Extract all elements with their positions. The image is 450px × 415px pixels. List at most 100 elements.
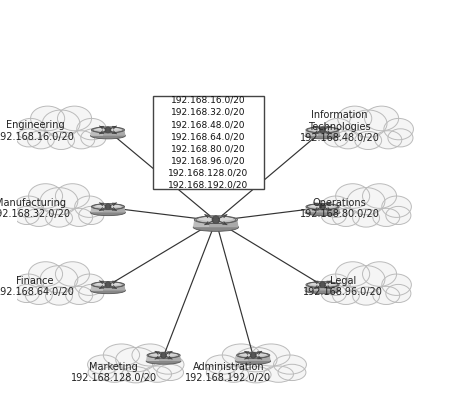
Ellipse shape [91,127,125,133]
Ellipse shape [363,184,396,208]
Ellipse shape [235,347,277,372]
Circle shape [250,352,256,358]
Ellipse shape [306,282,339,288]
Ellipse shape [218,353,263,376]
Ellipse shape [91,204,125,210]
Polygon shape [193,220,209,227]
Ellipse shape [362,116,403,142]
Ellipse shape [122,366,150,383]
Ellipse shape [32,112,90,149]
Ellipse shape [333,116,374,142]
Text: Operations
192.168.80.0/20: Operations 192.168.80.0/20 [300,198,379,219]
Ellipse shape [79,206,104,225]
Ellipse shape [382,196,411,217]
Circle shape [161,352,166,358]
Ellipse shape [236,358,270,364]
Text: Engineering
192.168.16.0/20: Engineering 192.168.16.0/20 [0,120,75,142]
Ellipse shape [19,200,54,222]
Ellipse shape [363,262,396,286]
Ellipse shape [353,209,379,227]
Ellipse shape [384,118,414,140]
Ellipse shape [30,190,88,227]
Ellipse shape [194,216,238,224]
Ellipse shape [374,122,408,145]
Ellipse shape [19,278,54,300]
Ellipse shape [40,266,78,293]
Ellipse shape [323,118,352,140]
Ellipse shape [305,209,340,216]
Text: Information
Technologies
192.168.48.0/20: Information Technologies 192.168.48.0/20 [300,110,379,143]
Ellipse shape [355,132,382,149]
Text: Marketing
192.168.128.0/20: Marketing 192.168.128.0/20 [71,362,157,383]
Ellipse shape [347,266,385,293]
Text: Finance
192.168.64.0/20: Finance 192.168.64.0/20 [0,276,75,297]
Ellipse shape [90,209,126,216]
Ellipse shape [309,204,336,208]
Circle shape [320,282,325,288]
Ellipse shape [28,262,63,286]
Circle shape [212,216,220,224]
Ellipse shape [25,286,52,305]
Circle shape [105,204,111,210]
Ellipse shape [333,208,360,227]
Circle shape [320,204,325,210]
Ellipse shape [22,122,56,145]
Ellipse shape [337,268,395,305]
Ellipse shape [14,274,43,295]
Ellipse shape [309,127,336,131]
Ellipse shape [58,106,91,131]
Text: 192.168.16.0/20
192.168.32.0/20
192.168.48.0/20
192.168.64.0/20
192.168.80.0/20
: 192.168.16.0/20 192.168.32.0/20 192.168.… [168,96,248,190]
Ellipse shape [262,358,300,378]
Text: Legal
192.168.96.0/20: Legal 192.168.96.0/20 [303,276,383,297]
Ellipse shape [364,106,399,131]
Ellipse shape [88,355,119,374]
Ellipse shape [338,106,372,131]
Ellipse shape [14,284,39,303]
Ellipse shape [94,358,130,378]
Ellipse shape [94,282,121,286]
Ellipse shape [336,184,370,208]
Polygon shape [236,355,248,361]
Ellipse shape [30,268,88,305]
Ellipse shape [90,132,126,139]
Ellipse shape [388,129,413,147]
Ellipse shape [206,364,234,381]
Ellipse shape [75,274,104,295]
Ellipse shape [373,286,400,305]
Ellipse shape [90,287,126,294]
Ellipse shape [27,131,54,149]
Ellipse shape [146,358,181,364]
Ellipse shape [53,194,94,220]
Ellipse shape [55,116,95,142]
Circle shape [105,282,111,288]
Ellipse shape [339,112,397,149]
Ellipse shape [105,349,167,383]
Ellipse shape [42,110,80,137]
Polygon shape [236,355,270,361]
Ellipse shape [382,274,411,295]
Ellipse shape [75,196,104,217]
Ellipse shape [222,344,260,366]
Polygon shape [305,285,318,290]
Ellipse shape [143,366,171,382]
Ellipse shape [24,272,65,298]
Polygon shape [90,285,103,290]
Polygon shape [193,220,238,227]
Polygon shape [90,207,103,212]
Ellipse shape [321,196,351,217]
Ellipse shape [153,355,184,374]
Ellipse shape [306,127,339,133]
Ellipse shape [347,188,385,215]
Ellipse shape [321,274,351,295]
Ellipse shape [64,200,99,222]
Ellipse shape [14,196,43,217]
Ellipse shape [264,366,293,382]
Ellipse shape [332,272,372,298]
Ellipse shape [94,204,121,208]
Ellipse shape [68,131,94,149]
Ellipse shape [157,364,184,381]
Ellipse shape [252,344,290,366]
Ellipse shape [24,194,65,220]
Polygon shape [305,207,340,212]
Ellipse shape [329,122,363,145]
